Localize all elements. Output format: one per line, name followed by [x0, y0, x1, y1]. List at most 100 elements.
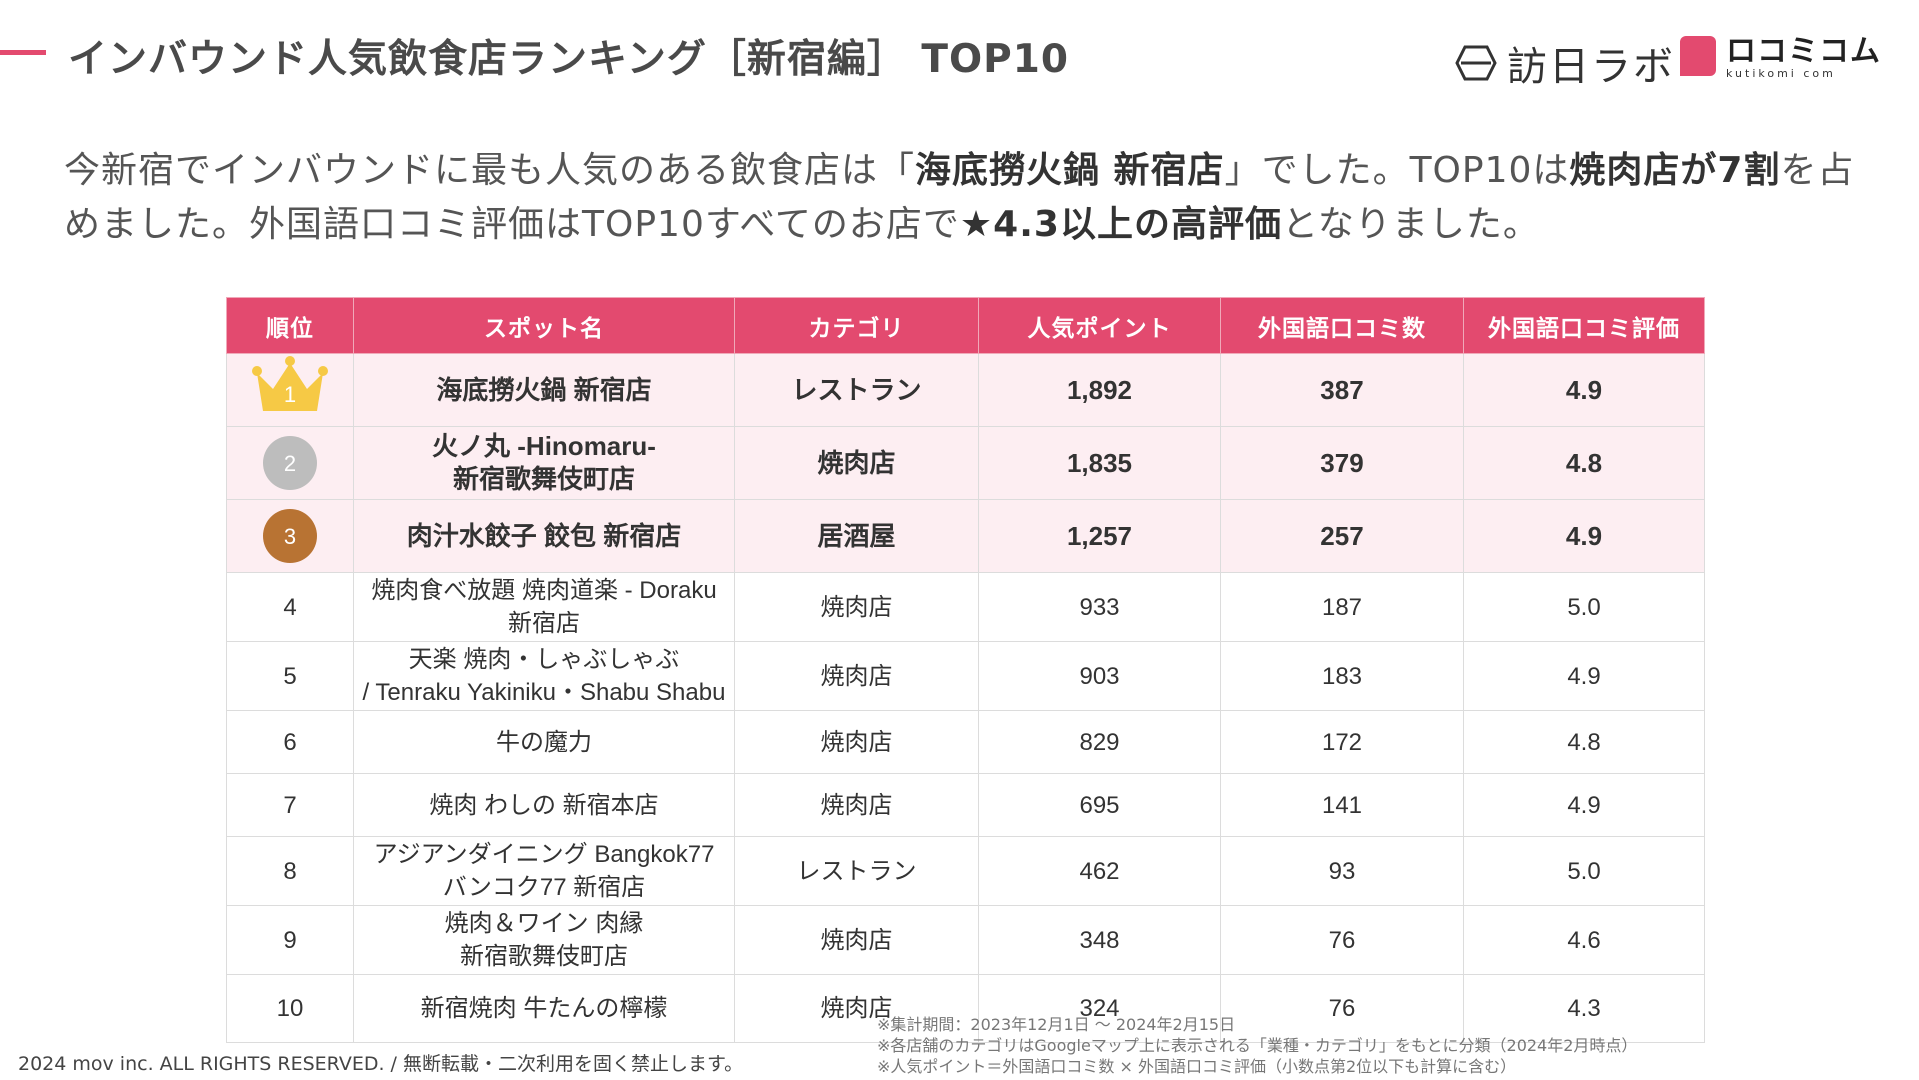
table-row: 4 焼肉食べ放題 焼肉道楽 - Doraku 新宿店 焼肉店 933 187 5.…: [226, 572, 1705, 642]
rank-cell: 4: [226, 572, 354, 642]
table-row: 1 海底撈火鍋 新宿店 レストラン 1,892 387 4.9: [226, 353, 1705, 427]
page-title: インバウンド人気飲食店ランキング［新宿編］ TOP10: [68, 37, 1070, 82]
spot-name-cell: 牛の魔力: [353, 710, 735, 774]
review-count-cell: 172: [1220, 710, 1464, 774]
review-count-cell: 141: [1220, 773, 1464, 837]
spot-name-cell: 新宿焼肉 牛たんの檸檬: [353, 974, 735, 1043]
footnote-period: ※集計期間：2023年12月1日 〜 2024年2月15日: [877, 1015, 1236, 1034]
summary-part: 今新宿でインバウンドに最も人気のある飲食店は「: [64, 150, 916, 191]
category-cell: 焼肉店: [734, 773, 979, 837]
spot-name: アジアンダイニング Bangkok77: [373, 841, 715, 868]
points-cell: 1,835: [978, 426, 1221, 500]
points-cell: 829: [978, 710, 1221, 774]
houlab-logo-text: 訪日ラボ: [1507, 44, 1675, 90]
summary-highlight: ★4.3以上の高評価: [959, 204, 1282, 245]
summary-highlight: 海底撈火鍋 新宿店: [915, 150, 1225, 191]
column-header-review-count: 外国語口コミ数: [1220, 297, 1464, 354]
spot-name: 天楽 焼肉・しゃぶしゃぶ: [408, 646, 680, 673]
spot-name-cell: 焼肉食べ放題 焼肉道楽 - Doraku 新宿店: [353, 572, 735, 642]
gold-crown-icon: 1: [251, 355, 329, 417]
table-row: 9 焼肉＆ワイン 肉縁 新宿歌舞伎町店 焼肉店 348 76 4.6: [226, 905, 1705, 975]
table-row: 6 牛の魔力 焼肉店 829 172 4.8: [226, 710, 1705, 774]
review-count-cell: 183: [1220, 641, 1464, 711]
spot-name-cell: 焼肉＆ワイン 肉縁 新宿歌舞伎町店: [353, 905, 735, 975]
houlab-mark-icon: [1455, 45, 1497, 81]
spot-name: 火ノ丸 -Hinomaru-: [432, 431, 656, 461]
column-header-rating: 外国語口コミ評価: [1463, 297, 1705, 354]
spot-name-cell: 焼肉 わしの 新宿本店: [353, 773, 735, 837]
table-row: 10 新宿焼肉 牛たんの檸檬 焼肉店 324 76 4.3: [226, 974, 1705, 1043]
spot-name-cell: 火ノ丸 -Hinomaru- 新宿歌舞伎町店: [353, 426, 735, 500]
rank-number: 1: [283, 382, 297, 407]
kutikomi-mark-icon: [1680, 36, 1716, 76]
rank-cell: 6: [226, 710, 354, 774]
rating-cell: 4.9: [1463, 499, 1705, 573]
column-header-rank: 順位: [226, 297, 354, 354]
summary-part: 」でした。TOP10は: [1224, 150, 1570, 191]
review-count-cell: 257: [1220, 499, 1464, 573]
spot-name-line2: バンコク77 新宿店: [442, 874, 646, 901]
category-cell: 焼肉店: [734, 426, 979, 500]
rank-cell: 3: [226, 499, 354, 573]
table-row: 3 肉汁水餃子 餃包 新宿店 居酒屋 1,257 257 4.9: [226, 499, 1705, 573]
silver-medal-icon: 2: [263, 436, 317, 490]
column-header-spot: スポット名: [353, 297, 735, 354]
ranking-table: 順位 スポット名 カテゴリ 人気ポイント 外国語口コミ数 外国語口コミ評価 1 …: [226, 297, 1705, 1043]
column-header-points: 人気ポイント: [978, 297, 1221, 354]
category-cell: 焼肉店: [734, 710, 979, 774]
spot-name-line2: 新宿歌舞伎町店: [452, 464, 635, 494]
rating-cell: 4.8: [1463, 426, 1705, 500]
category-cell: レストラン: [734, 353, 979, 427]
category-cell: 焼肉店: [734, 572, 979, 642]
rank-cell: 5: [226, 641, 354, 711]
rating-cell: 4.9: [1463, 773, 1705, 837]
table-row: 2 火ノ丸 -Hinomaru- 新宿歌舞伎町店 焼肉店 1,835 379 4.…: [226, 426, 1705, 500]
spot-name-line2: 新宿歌舞伎町店: [460, 943, 628, 970]
rating-cell: 4.8: [1463, 710, 1705, 774]
kutikomi-logo-text: ロコミコム: [1726, 34, 1881, 69]
spot-name-cell: アジアンダイニング Bangkok77 バンコク77 新宿店: [353, 836, 735, 906]
table-row: 5 天楽 焼肉・しゃぶしゃぶ / Tenraku Yakiniku・Shabu S…: [226, 641, 1705, 711]
houlab-logo: 訪日ラボ: [1455, 34, 1675, 92]
rank-cell: 1: [226, 353, 354, 427]
points-cell: 348: [978, 905, 1221, 975]
points-cell: 695: [978, 773, 1221, 837]
summary-highlight: 焼肉店が7割: [1569, 150, 1781, 191]
spot-name-cell: 肉汁水餃子 餃包 新宿店: [353, 499, 735, 573]
footnote-category: ※各店舗のカテゴリはGoogleマップ上に表示される「業種・カテゴリ」をもとに分…: [877, 1036, 1638, 1055]
kutikomi-logo-subtext: kutikomi com: [1726, 67, 1836, 80]
category-cell: 焼肉店: [734, 641, 979, 711]
summary-text: 今新宿でインバウンドに最も人気のある飲食店は「海底撈火鍋 新宿店」でした。TOP…: [64, 144, 1864, 252]
rating-cell: 4.3: [1463, 974, 1705, 1043]
rank-number: 3: [283, 523, 297, 549]
rank-cell: 8: [226, 836, 354, 906]
table-row: 7 焼肉 わしの 新宿本店 焼肉店 695 141 4.9: [226, 773, 1705, 837]
points-cell: 903: [978, 641, 1221, 711]
rating-cell: 5.0: [1463, 572, 1705, 642]
category-cell: 焼肉店: [734, 905, 979, 975]
review-count-cell: 387: [1220, 353, 1464, 427]
kutikomi-logo: ロコミコム kutikomi com: [1680, 36, 1881, 80]
spot-name: 焼肉＆ワイン 肉縁: [444, 910, 644, 937]
rating-cell: 5.0: [1463, 836, 1705, 906]
summary-part: を占めました。外国語口コミ評価はTOP10すべてのお店で: [64, 150, 1855, 245]
footnotes: ※集計期間：2023年12月1日 〜 2024年2月15日 ※各店舗のカテゴリは…: [877, 1014, 1637, 1077]
rating-cell: 4.9: [1463, 353, 1705, 427]
spot-name: 牛の魔力: [496, 728, 592, 756]
spot-name: 焼肉食べ放題 焼肉道楽 - Doraku: [371, 577, 717, 604]
spot-name-line2: 新宿店: [508, 610, 580, 637]
title-accent-bar: [0, 50, 46, 55]
copyright-footer: 2024 mov inc. ALL RIGHTS RESERVED. / 無断転…: [18, 1053, 744, 1075]
rank-cell: 10: [226, 974, 354, 1043]
rank-cell: 2: [226, 426, 354, 500]
points-cell: 933: [978, 572, 1221, 642]
spot-name-cell: 天楽 焼肉・しゃぶしゃぶ / Tenraku Yakiniku・Shabu Sha…: [353, 641, 735, 711]
review-count-cell: 187: [1220, 572, 1464, 642]
points-cell: 462: [978, 836, 1221, 906]
category-cell: 焼肉店: [734, 974, 979, 1043]
spot-name-line2: / Tenraku Yakiniku・Shabu Shabu: [362, 679, 726, 706]
category-cell: 居酒屋: [734, 499, 979, 573]
rating-cell: 4.6: [1463, 905, 1705, 975]
rank-cell: 7: [226, 773, 354, 837]
table-row: 8 アジアンダイニング Bangkok77 バンコク77 新宿店 レストラン 46…: [226, 836, 1705, 906]
